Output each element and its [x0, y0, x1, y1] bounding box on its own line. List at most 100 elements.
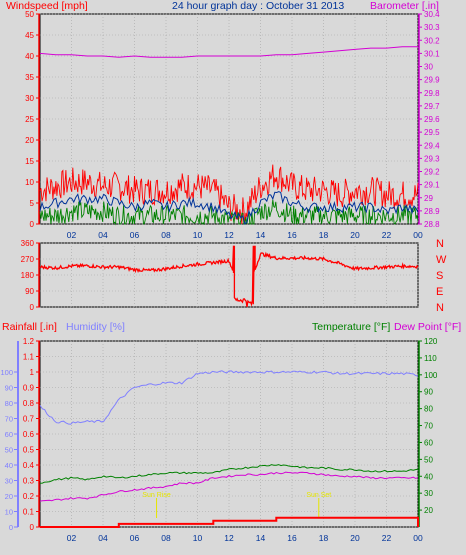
- compass-label: W: [436, 254, 447, 266]
- rain-ytick-label: 0.9: [23, 384, 35, 393]
- barometer-ytick-label: 29: [424, 194, 433, 203]
- barometer-ytick-label: 28.9: [424, 207, 440, 216]
- barometer-ytick-label: 29.4: [424, 141, 440, 150]
- rain-ytick-label: 1: [30, 368, 35, 377]
- wind-ytick-label: 15: [25, 157, 34, 166]
- barometer-axis-title: Barometer [.in]: [370, 0, 439, 12]
- wind-xtick-label: 10: [193, 230, 203, 240]
- lower-xtick-label: 16: [287, 533, 297, 543]
- humidity-ytick-label: 50: [5, 446, 13, 455]
- sunrise-label: Sun Rise: [142, 492, 171, 499]
- barometer-ytick-label: 28.8: [424, 220, 440, 229]
- compass-label: S: [436, 270, 443, 282]
- lower-xtick-label: 00: [413, 533, 423, 543]
- humidity-ytick-label: 20: [5, 492, 13, 501]
- humidity-ytick-label: 0: [9, 523, 13, 532]
- wind-xtick-label: 00: [413, 230, 423, 240]
- lower-xtick-label: 06: [130, 533, 140, 543]
- barometer-ytick-label: 29.9: [424, 76, 440, 85]
- barometer-line: [39, 46, 418, 58]
- rain-ytick-label: 0: [30, 523, 35, 532]
- lower-xtick-label: 20: [350, 533, 360, 543]
- direction-ytick-label: 90: [25, 287, 34, 296]
- humidity-ytick-label: 100: [0, 368, 13, 377]
- wind-ytick-label: 35: [25, 73, 34, 82]
- wind-xtick-label: 04: [98, 230, 108, 240]
- humidity-line: [39, 370, 419, 425]
- wind-ytick-label: 25: [25, 115, 34, 124]
- lower-xtick-label: 08: [161, 533, 171, 543]
- temperature-ytick-label: 40: [424, 472, 433, 481]
- lower-xtick-label: 12: [224, 533, 234, 543]
- temperature-ytick-label: 80: [424, 405, 433, 414]
- rain-humidity-temp-chart: 0 0.1 0.2 0.3 0.4 0.5 0.6 0.7 0.8 0.9 1 1.1 1.2 0 10 20…: [0, 337, 437, 543]
- humidity-axis-title: Humidity [%]: [66, 321, 125, 333]
- rain-ytick-label: 0.2: [23, 492, 35, 501]
- humidity-ytick-label: 90: [5, 384, 13, 393]
- rain-ytick-label: 1.2: [23, 337, 35, 346]
- rain-ytick-label: 0.8: [23, 399, 35, 408]
- rain-ytick-label: 0.7: [23, 415, 35, 424]
- barometer-ytick-label: 29.5: [424, 128, 440, 137]
- temperature-axis-title: Temperature [°F]: [312, 321, 390, 333]
- dewpoint-line: [39, 471, 419, 502]
- lower-xtick-label: 22: [382, 533, 392, 543]
- barometer-ytick-label: 30.2: [424, 36, 440, 45]
- humidity-ytick-label: 10: [5, 508, 13, 517]
- wind-ytick-label: 5: [30, 199, 35, 208]
- lower-xtick-label: 04: [98, 533, 108, 543]
- lower-xtick-label: 14: [256, 533, 266, 543]
- rainfall-line: [40, 516, 419, 528]
- temperature-ytick-label: 70: [424, 422, 433, 431]
- wind-ytick-label: 20: [25, 136, 34, 145]
- rain-ytick-label: 0.1: [23, 508, 35, 517]
- temperature-ytick-label: 120: [424, 337, 438, 346]
- temperature-ytick-label: 110: [424, 354, 437, 363]
- compass-label: E: [436, 286, 443, 298]
- wind-xtick-label: 02: [67, 230, 77, 240]
- wind-xtick-label: 06: [130, 230, 140, 240]
- graph-title: 24 hour graph day : October 31 2013: [172, 0, 344, 12]
- rain-ytick-label: 0.6: [23, 430, 35, 439]
- barometer-ytick-label: 29.6: [424, 115, 440, 124]
- rain-ytick-label: 0.5: [23, 446, 35, 455]
- wind-direction-line: [39, 245, 419, 308]
- windspeed-axis-title: Windspeed [mph]: [6, 0, 88, 12]
- barometer-ytick-label: 30: [424, 63, 433, 72]
- barometer-ytick-label: 30.3: [424, 23, 440, 32]
- temperature-ytick-label: 90: [424, 388, 433, 397]
- rain-ytick-label: 0.4: [23, 461, 35, 470]
- rain-ytick-label: 1.1: [23, 353, 35, 362]
- humidity-ytick-label: 70: [5, 415, 13, 424]
- wind-ytick-label: 30: [25, 94, 34, 103]
- temperature-ytick-label: 20: [424, 506, 433, 515]
- barometer-ytick-label: 29.2: [424, 168, 440, 177]
- wind-ytick-label: 50: [25, 10, 34, 19]
- wind-ytick-label: 45: [25, 31, 34, 40]
- wind-xtick-label: 16: [287, 230, 297, 240]
- wind-xtick-label: 18: [319, 230, 329, 240]
- barometer-ytick-label: 29.7: [424, 102, 440, 111]
- lower-xtick-label: 10: [193, 533, 203, 543]
- wind-ytick-label: 40: [25, 52, 34, 61]
- direction-ytick-label: 360: [21, 239, 35, 248]
- humidity-ytick-label: 40: [5, 461, 13, 470]
- temperature-ytick-label: 100: [424, 371, 438, 380]
- wind-xtick-label: 12: [224, 230, 234, 240]
- temperature-ytick-label: 50: [424, 455, 433, 464]
- wind-low-line: [39, 199, 419, 226]
- rain-ytick-label: 0.3: [23, 477, 35, 486]
- humidity-ytick-label: 30: [5, 477, 13, 486]
- wind-ytick-label: 0: [30, 220, 35, 229]
- direction-ytick-label: 270: [21, 255, 35, 264]
- wind-xtick-label: 08: [161, 230, 171, 240]
- rainfall-axis-title: Rainfall [.in]: [2, 321, 57, 333]
- barometer-ytick-label: 29.1: [424, 181, 440, 190]
- wind-gust-line: [39, 164, 419, 225]
- wind-ytick-label: 10: [25, 178, 34, 187]
- compass-label: N: [436, 302, 444, 314]
- compass-label: N: [436, 238, 444, 250]
- direction-ytick-label: 180: [21, 271, 35, 280]
- dewpoint-axis-title: Dew Point [°F]: [394, 321, 461, 333]
